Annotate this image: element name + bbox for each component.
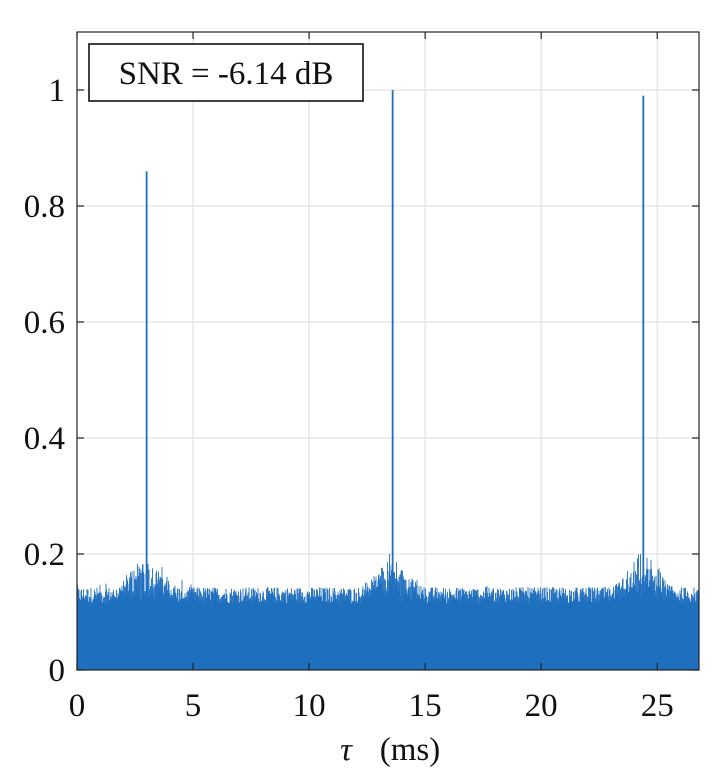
series-noise	[76, 554, 700, 670]
noise-floor	[76, 554, 700, 670]
x-tick-label: 10	[293, 688, 326, 724]
axes-box	[76, 31, 700, 671]
snr-box	[88, 43, 364, 102]
grid	[76, 32, 699, 671]
y-tick-label: 0.4	[24, 421, 65, 457]
x-ticks: 0 5 10 15 20 25	[69, 32, 674, 724]
x-axis-symbol: τ	[340, 732, 353, 768]
x-axis-label: τ (ms)	[340, 732, 440, 768]
x-tick-label: 15	[409, 688, 442, 724]
snr-label: SNR = -6.14 dB	[119, 56, 334, 92]
y-tick-label: 0.2	[24, 537, 65, 573]
x-tick-label: 20	[525, 688, 558, 724]
y-tick-label: 0.6	[24, 305, 65, 341]
y-tick-label: 1	[49, 73, 66, 109]
y-ticks: 0 0.2 0.4 0.6 0.8 1	[24, 73, 699, 689]
y-tick-label: 0	[49, 653, 66, 689]
peak-lines	[145, 90, 645, 670]
x-tick-label: 0	[69, 688, 86, 724]
x-tick-label: 25	[641, 688, 674, 724]
x-axis-unit: (ms)	[380, 732, 441, 768]
y-tick-label: 0.8	[24, 189, 65, 225]
snr-annotation: SNR = -6.14 dB	[88, 43, 364, 102]
x-tick-label: 5	[185, 688, 202, 724]
